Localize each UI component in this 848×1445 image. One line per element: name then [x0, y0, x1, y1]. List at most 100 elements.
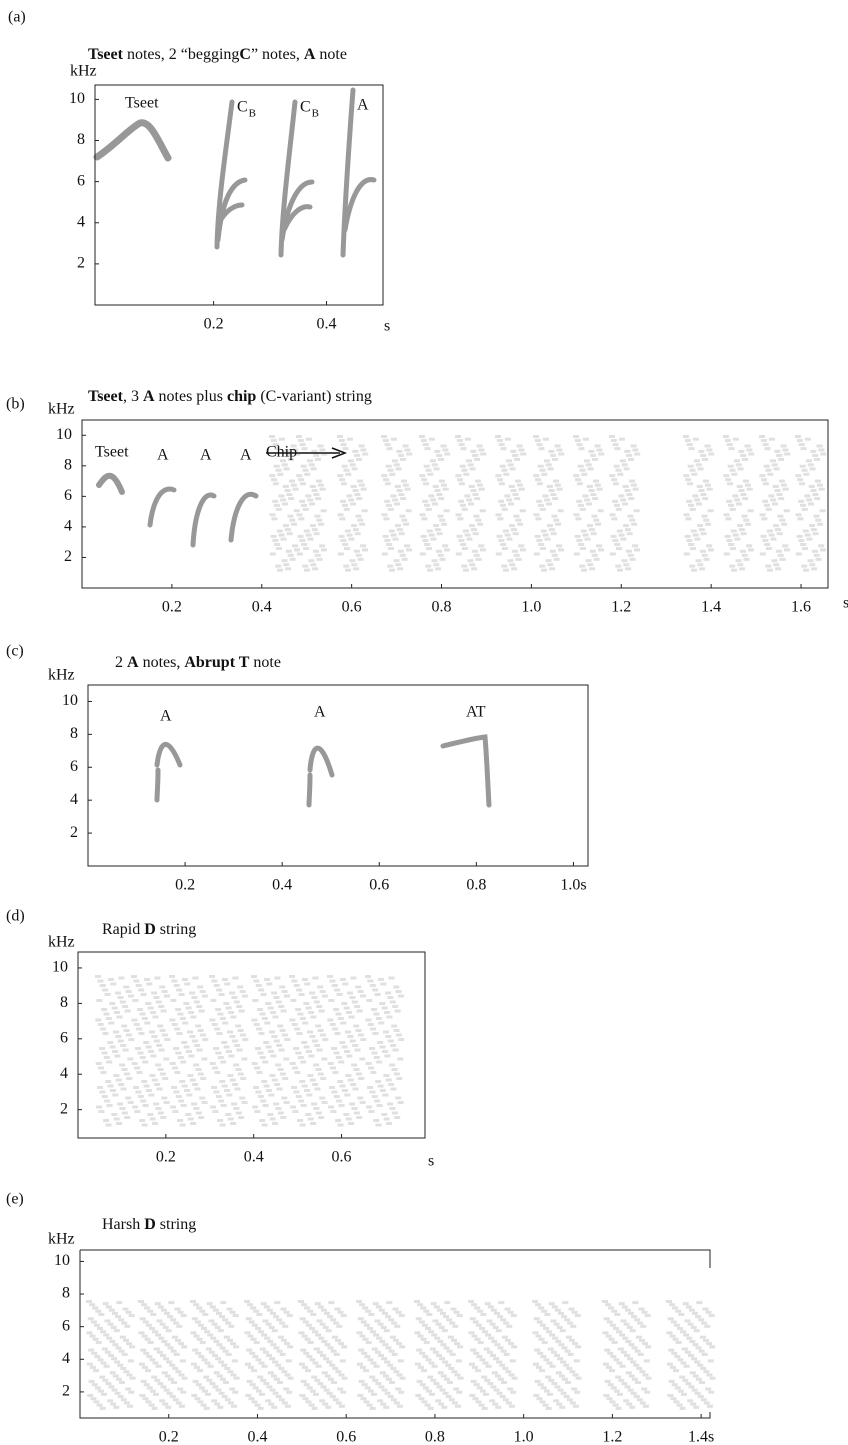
texture	[90, 1397, 97, 1401]
texture	[370, 1027, 377, 1031]
texture	[509, 1359, 516, 1363]
texture	[186, 1093, 193, 1097]
texture	[123, 1072, 130, 1076]
texture	[493, 1357, 500, 1361]
texture	[296, 988, 303, 992]
texture	[123, 985, 130, 989]
texture	[427, 568, 434, 572]
texture	[460, 447, 467, 451]
texture	[303, 1089, 310, 1092]
texture	[169, 1395, 176, 1399]
texture	[239, 990, 246, 993]
texture	[449, 1321, 456, 1325]
texture	[367, 979, 374, 983]
texture	[817, 522, 824, 526]
texture	[178, 1404, 185, 1408]
texture	[319, 1322, 326, 1326]
title-part: string	[156, 921, 196, 938]
texture	[431, 1364, 438, 1368]
texture	[355, 985, 362, 989]
texture	[383, 1329, 390, 1333]
texture	[444, 452, 451, 456]
texture	[251, 1018, 258, 1022]
texture	[91, 1383, 98, 1387]
texture	[516, 444, 523, 448]
texture	[193, 1365, 200, 1369]
texture	[303, 1351, 310, 1355]
texture	[206, 1378, 213, 1382]
texture	[388, 1083, 395, 1086]
texture	[590, 493, 597, 497]
texture	[361, 548, 368, 552]
texture	[356, 1362, 363, 1366]
texture	[316, 557, 323, 561]
texture	[124, 1116, 131, 1119]
texture	[574, 1314, 581, 1318]
texture	[627, 553, 634, 557]
texture	[686, 1336, 693, 1340]
texture	[734, 498, 741, 502]
texture	[104, 1319, 111, 1323]
texture	[321, 1101, 328, 1104]
texture	[382, 534, 389, 538]
texture	[319, 1399, 326, 1403]
texture	[272, 1391, 279, 1395]
texture	[101, 1095, 108, 1098]
texture	[272, 1015, 279, 1019]
texture	[282, 502, 288, 506]
texture	[337, 1123, 344, 1127]
texture	[270, 1054, 277, 1058]
texture	[273, 1039, 280, 1043]
texture	[270, 1343, 277, 1347]
texture	[355, 1029, 362, 1032]
texture	[613, 1389, 620, 1393]
texture	[170, 1349, 177, 1353]
texture	[151, 991, 158, 995]
texture	[293, 548, 300, 552]
x-tick-label: 0.2	[204, 316, 224, 333]
texture	[254, 1403, 261, 1407]
texture	[173, 1352, 180, 1356]
texture	[331, 1090, 338, 1094]
texture	[620, 498, 627, 502]
texture	[473, 1383, 480, 1387]
texture	[283, 994, 290, 998]
texture	[98, 1110, 105, 1113]
texture	[194, 1044, 201, 1047]
texture	[381, 1357, 388, 1361]
texture	[421, 1323, 428, 1327]
texture	[625, 1339, 632, 1343]
texture	[209, 1305, 216, 1309]
texture	[125, 1310, 132, 1314]
texture	[137, 1051, 144, 1055]
texture	[126, 1373, 133, 1377]
texture	[229, 1387, 236, 1391]
texture	[602, 1362, 609, 1366]
texture	[481, 1406, 488, 1410]
texture	[365, 975, 371, 978]
texture	[197, 1072, 204, 1076]
texture	[325, 1329, 332, 1333]
texture	[199, 990, 206, 993]
texture	[194, 1320, 201, 1324]
texture	[801, 468, 808, 472]
texture	[237, 1029, 244, 1032]
texture	[336, 1324, 343, 1328]
texture	[173, 1090, 180, 1094]
texture	[149, 1117, 156, 1121]
texture	[126, 1404, 133, 1408]
texture	[739, 567, 746, 571]
texture	[348, 498, 355, 502]
texture	[239, 1096, 246, 1100]
texture	[341, 1089, 348, 1092]
texture	[421, 1400, 428, 1404]
texture	[381, 1388, 388, 1392]
texture	[801, 564, 808, 568]
texture	[348, 1015, 355, 1019]
texture	[247, 1303, 254, 1307]
texture	[395, 1310, 402, 1314]
texture	[324, 1343, 331, 1347]
texture	[312, 1361, 319, 1365]
texture	[339, 1084, 346, 1088]
texture	[438, 1325, 445, 1329]
